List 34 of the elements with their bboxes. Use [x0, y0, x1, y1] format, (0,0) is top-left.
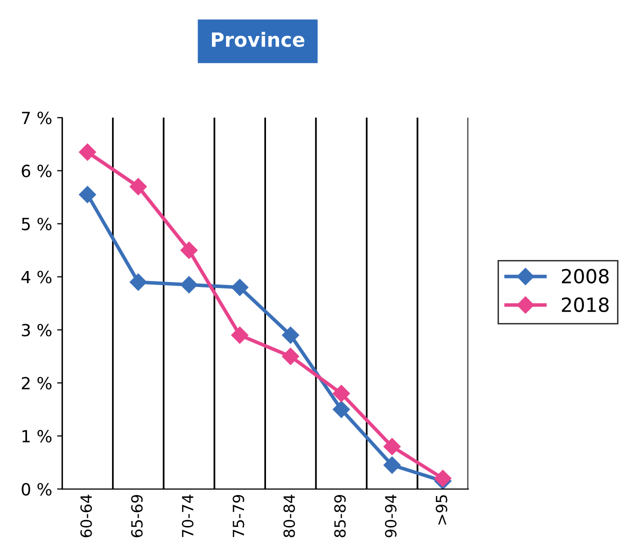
point [180, 242, 198, 259]
chart-title: Province [212, 32, 304, 47]
x-tick-label: 80-84 [283, 494, 295, 538]
point [231, 326, 248, 344]
point [180, 276, 198, 294]
y-tick-label: 4 % [21, 270, 52, 284]
point [384, 456, 401, 474]
x-tick-label: 65-69 [131, 494, 143, 538]
point [231, 278, 248, 296]
y-tick-label: 5 % [22, 218, 52, 230]
point [332, 400, 350, 418]
point [434, 470, 452, 487]
x-tick-label: 70-74 [182, 494, 194, 538]
point [130, 178, 147, 196]
point [332, 384, 350, 402]
point [78, 144, 96, 161]
y-tick-label: 2 % [22, 376, 52, 390]
x-tick-label: 75-79 [232, 494, 244, 538]
x-tick-label: 90-94 [384, 494, 397, 538]
x-tick-label: 85-89 [334, 494, 346, 538]
legend-label: 2008 [562, 268, 609, 284]
y-tick-label: 0 % [22, 482, 52, 496]
point [282, 326, 300, 344]
x-tick-label: 60-64 [80, 494, 92, 538]
y-tick-label: 1 % [22, 430, 52, 443]
point [78, 186, 96, 204]
legend-label: 2018 [562, 297, 609, 312]
point [384, 438, 401, 456]
point [130, 274, 147, 291]
y-tick-label: 7 % [22, 112, 52, 124]
y-tick-label: 3 % [22, 324, 52, 336]
y-tick-label: 6 % [22, 164, 52, 178]
point [282, 348, 300, 365]
x-tick-label: >95 [436, 495, 448, 524]
